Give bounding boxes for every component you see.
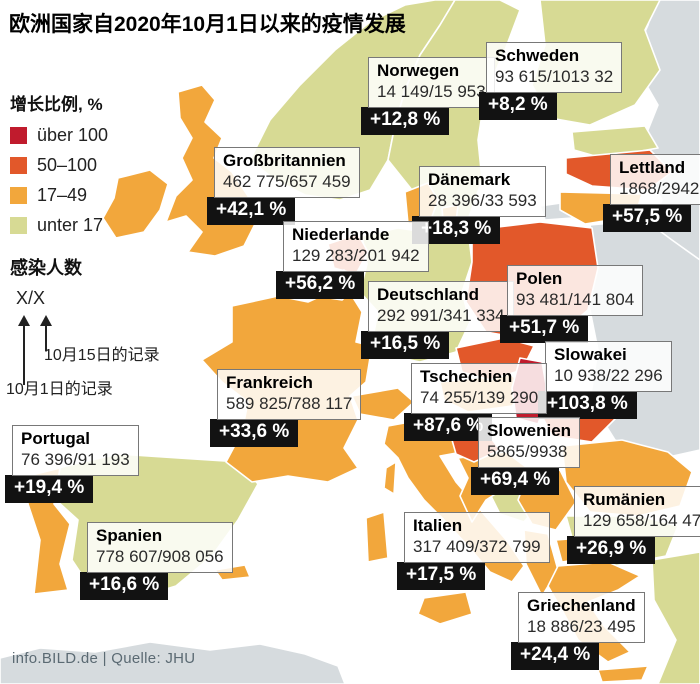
arrow-key-icon (18, 315, 52, 385)
country-name: Portugal (21, 429, 90, 448)
label-norwegen: Norwegen 14 149/15 953 +12,8 % (361, 57, 495, 135)
country-shape-sardinia (365, 511, 389, 563)
country-values: 76 396/91 193 (21, 450, 130, 470)
country-name: Italien (413, 516, 463, 535)
country-name: Frankreich (226, 373, 313, 392)
label-daenemark: Dänemark 28 396/33 593 +18,3 % (412, 166, 546, 244)
label-portugal: Portugal 76 396/91 193 +19,4 % (5, 425, 139, 503)
country-change-badge: +87,6 % (404, 412, 493, 441)
label-slowenien: Slowenien 5865/9938 +69,4 % (471, 417, 581, 495)
label-schweden: Schweden 93 615/1013 32 +8,2 % (479, 42, 623, 120)
country-change-badge: +42,1 % (207, 196, 296, 225)
country-values: 10 938/22 296 (554, 366, 663, 386)
country-values: 778 607/908 056 (96, 547, 224, 567)
country-name: Niederlande (292, 225, 390, 244)
country-name: Spanien (96, 526, 163, 545)
country-name: Großbritannien (223, 151, 346, 170)
page-title: 欧洲国家自2020年10月1日以来的疫情发展 (9, 13, 406, 36)
country-change-badge: +17,5 % (397, 561, 486, 590)
legend: 增长比例, % über 100 50–100 17–49 unter 17 感… (6, 90, 200, 409)
label-frankreich: Frankreich 589 825/788 117 +33,6 % (210, 369, 362, 447)
country-change-badge: +19,4 % (5, 474, 94, 503)
country-values: 317 409/372 799 (413, 537, 541, 557)
country-change-badge: +103,8 % (538, 390, 637, 419)
label-polen: Polen 93 481/141 804 +51,7 % (500, 265, 644, 343)
country-change-badge: +8,2 % (479, 91, 557, 120)
country-shape-sicily (417, 591, 473, 625)
label-slowakei: Slowakei 10 938/22 296 +103,8 % (538, 341, 672, 419)
country-change-badge: +69,4 % (471, 466, 560, 495)
label-rumaenien: Rumänien 129 658/164 477 +26,9 % (567, 486, 700, 564)
country-change-badge: +24,4 % (511, 641, 600, 670)
country-values: 462 775/657 459 (223, 172, 351, 192)
country-shape-turkey (651, 551, 700, 684)
swatch-over-100 (10, 127, 27, 144)
label-spanien: Spanien 778 607/908 056 +16,6 % (80, 522, 233, 600)
source-credit: info.BILD.de | Quelle: JHU (12, 650, 196, 667)
legend-item-unter-17: unter 17 (10, 215, 200, 236)
legend-item-over-100: über 100 (10, 125, 200, 146)
country-change-badge: +56,2 % (276, 270, 365, 299)
country-name: Lettland (619, 158, 686, 177)
country-name: Griechenland (527, 596, 636, 615)
country-values: 93 615/1013 32 (495, 67, 614, 87)
country-change-badge: +12,8 % (361, 106, 450, 135)
legend-growth-title: 增长比例, % (10, 95, 103, 114)
country-name: Norwegen (377, 61, 460, 80)
label-italien: Italien 317 409/372 799 +17,5 % (397, 512, 550, 590)
country-shape-corsica (383, 461, 397, 495)
label-deutschland: Deutschland 292 991/341 334 +16,5 % (361, 281, 514, 359)
swatch-50-100 (10, 157, 27, 174)
label-grossbritannien: Großbritannien 462 775/657 459 +42,1 % (207, 147, 360, 225)
country-name: Slowakei (554, 345, 627, 364)
country-name: Rumänien (583, 490, 666, 509)
legend-arrow-key: 10月15日的记录 10月1日的记录 (6, 313, 200, 409)
country-values: 129 658/164 477 (583, 511, 700, 531)
country-name: Schweden (495, 46, 580, 65)
swatch-unter-17 (10, 217, 27, 234)
legend-infections-example: X/X (16, 288, 46, 308)
country-name: Tschechien (420, 367, 513, 386)
label-tschechien: Tschechien 74 255/139 290 +87,6 % (404, 363, 548, 441)
country-change-badge: +33,6 % (210, 418, 299, 447)
legend-item-50-100: 50–100 (10, 155, 200, 176)
country-values: 28 396/33 593 (428, 191, 537, 211)
country-values: 589 825/788 117 (226, 394, 353, 414)
country-change-badge: +16,6 % (80, 571, 169, 600)
country-change-badge: +51,7 % (500, 314, 589, 343)
country-values: 5865/9938 (487, 442, 568, 462)
country-values: 129 283/201 942 (292, 246, 420, 266)
country-values: 14 149/15 953 (377, 82, 486, 102)
country-values: 18 886/23 495 (527, 617, 636, 637)
country-shape-north-africa (0, 641, 346, 684)
note-oct1: 10月1日的记录 (6, 381, 113, 398)
note-oct15: 10月15日的记录 (44, 347, 160, 364)
swatch-17-49 (10, 187, 27, 204)
legend-item-17-49: 17–49 (10, 185, 200, 206)
country-name: Polen (516, 269, 563, 288)
country-change-badge: +57,5 % (603, 203, 692, 232)
country-name: Deutschland (377, 285, 480, 304)
country-change-badge: +26,9 % (567, 535, 656, 564)
label-griechenland: Griechenland 18 886/23 495 +24,4 % (511, 592, 645, 670)
label-niederlande: Niederlande 129 283/201 942 +56,2 % (276, 221, 429, 299)
country-change-badge: +16,5 % (361, 330, 450, 359)
country-values: 74 255/139 290 (420, 388, 539, 408)
country-name: Slowenien (487, 421, 572, 440)
country-values: 1868/2942 (619, 179, 700, 199)
legend-infections-title: 感染人数 (10, 258, 82, 278)
country-shape-crete (597, 665, 649, 683)
country-values: 292 991/341 334 (377, 306, 505, 326)
label-lettland: Lettland 1868/2942 +57,5 % (603, 154, 700, 232)
country-shape-ireland (102, 169, 169, 239)
country-name: Dänemark (428, 170, 511, 189)
country-values: 93 481/141 804 (516, 290, 635, 310)
